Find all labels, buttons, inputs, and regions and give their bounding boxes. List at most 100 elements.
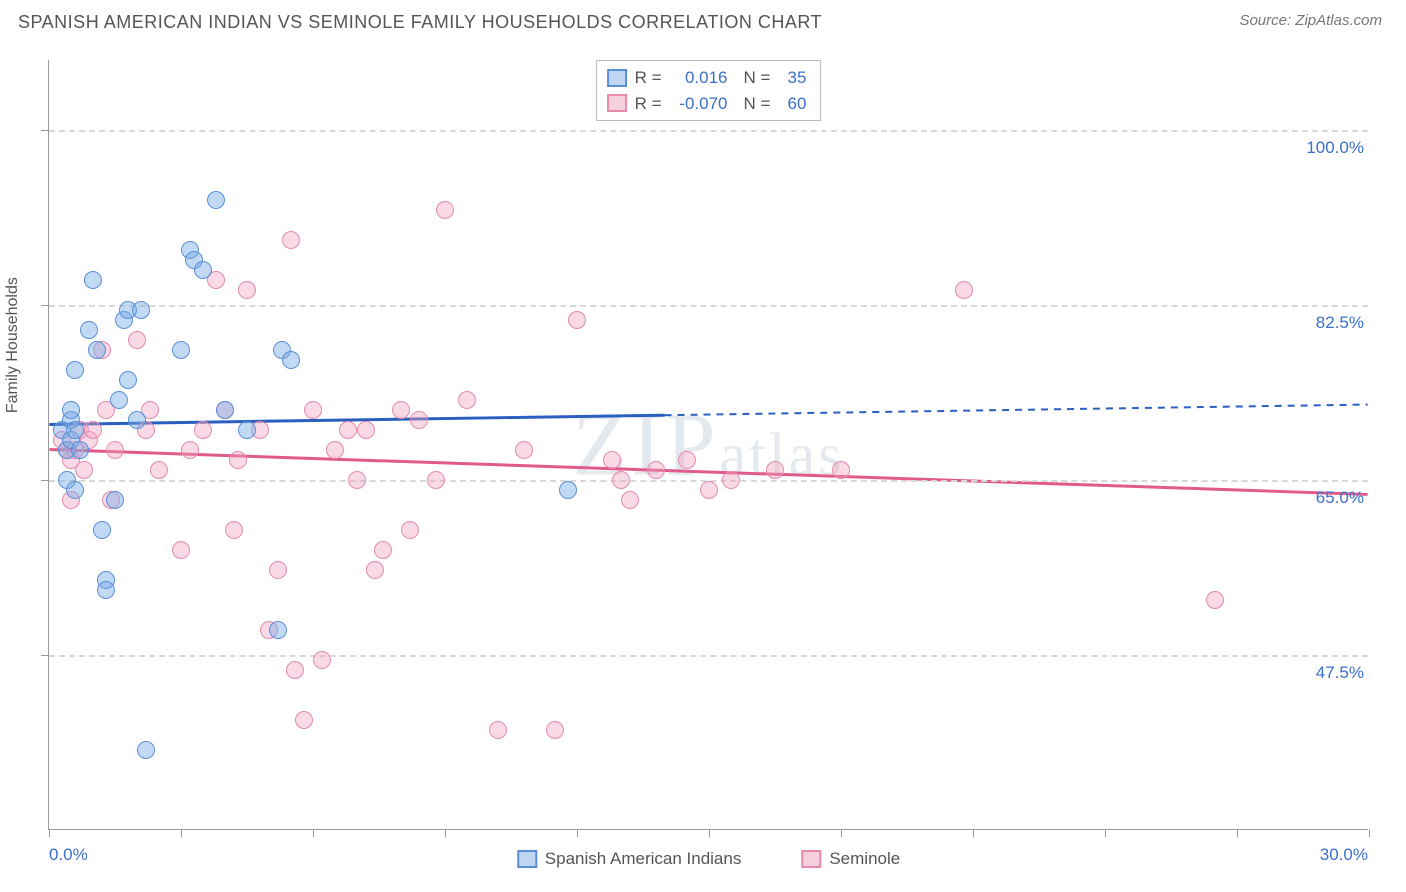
trend-lines-layer xyxy=(49,60,1368,829)
scatter-point xyxy=(392,401,410,419)
r-value: 0.016 xyxy=(670,65,728,91)
series-legend: Spanish American Indians Seminole xyxy=(517,849,900,869)
scatter-point xyxy=(216,401,234,419)
scatter-point xyxy=(172,541,190,559)
scatter-point xyxy=(93,521,111,539)
scatter-point xyxy=(282,351,300,369)
scatter-point xyxy=(955,281,973,299)
gridline xyxy=(49,305,1368,307)
scatter-point xyxy=(132,301,150,319)
scatter-point xyxy=(410,411,428,429)
scatter-point xyxy=(304,401,322,419)
scatter-point xyxy=(647,461,665,479)
scatter-point xyxy=(612,471,630,489)
n-value: 35 xyxy=(778,65,806,91)
legend-label: Spanish American Indians xyxy=(545,849,742,869)
scatter-point xyxy=(194,261,212,279)
gridline xyxy=(49,655,1368,657)
scatter-point xyxy=(225,521,243,539)
scatter-point xyxy=(150,461,168,479)
y-tick-label: 82.5% xyxy=(1316,313,1372,333)
scatter-point xyxy=(80,321,98,339)
scatter-chart: Family Households ZIPatlas R =0.016N =35… xyxy=(48,60,1368,830)
scatter-point xyxy=(207,191,225,209)
n-label: N = xyxy=(744,91,771,117)
legend-label: Seminole xyxy=(829,849,900,869)
scatter-point xyxy=(128,411,146,429)
scatter-point xyxy=(62,401,80,419)
scatter-point xyxy=(559,481,577,499)
scatter-point xyxy=(229,451,247,469)
scatter-point xyxy=(71,441,89,459)
scatter-point xyxy=(357,421,375,439)
scatter-point xyxy=(515,441,533,459)
x-tick xyxy=(313,829,314,837)
scatter-point xyxy=(137,741,155,759)
legend-swatch xyxy=(801,850,821,868)
x-tick xyxy=(577,829,578,837)
scatter-point xyxy=(106,441,124,459)
scatter-point xyxy=(621,491,639,509)
scatter-point xyxy=(66,421,84,439)
scatter-point xyxy=(238,421,256,439)
scatter-point xyxy=(603,451,621,469)
y-tick-label: 65.0% xyxy=(1316,488,1372,508)
x-tick xyxy=(49,829,50,837)
scatter-point xyxy=(722,471,740,489)
scatter-point xyxy=(678,451,696,469)
scatter-point xyxy=(88,341,106,359)
x-axis-max-label: 30.0% xyxy=(1320,845,1368,865)
scatter-point xyxy=(119,371,137,389)
scatter-point xyxy=(436,201,454,219)
trend-line-dashed xyxy=(665,405,1368,416)
r-value: -0.070 xyxy=(670,91,728,117)
x-tick xyxy=(1237,829,1238,837)
r-label: R = xyxy=(635,65,662,91)
scatter-point xyxy=(295,711,313,729)
legend-item: Seminole xyxy=(801,849,900,869)
scatter-point xyxy=(401,521,419,539)
stats-legend-row: R = -0.070 N = 60 xyxy=(607,91,807,117)
stats-legend-row: R = 0.016 N = 35 xyxy=(607,65,807,91)
x-axis-min-label: 0.0% xyxy=(49,845,88,865)
scatter-point xyxy=(568,311,586,329)
scatter-point xyxy=(172,341,190,359)
x-tick xyxy=(181,829,182,837)
scatter-point xyxy=(110,391,128,409)
x-tick xyxy=(445,829,446,837)
scatter-point xyxy=(269,561,287,579)
chart-title: SPANISH AMERICAN INDIAN VS SEMINOLE FAMI… xyxy=(18,12,822,33)
r-label: R = xyxy=(635,91,662,117)
gridline xyxy=(49,130,1368,132)
scatter-point xyxy=(766,461,784,479)
n-label: N = xyxy=(744,65,771,91)
scatter-point xyxy=(75,461,93,479)
scatter-point xyxy=(348,471,366,489)
scatter-point xyxy=(546,721,564,739)
scatter-point xyxy=(84,421,102,439)
scatter-point xyxy=(66,481,84,499)
scatter-point xyxy=(313,651,331,669)
y-tick-label: 100.0% xyxy=(1306,138,1372,158)
scatter-point xyxy=(700,481,718,499)
scatter-point xyxy=(282,231,300,249)
scatter-point xyxy=(458,391,476,409)
legend-swatch xyxy=(607,94,627,112)
n-value: 60 xyxy=(778,91,806,117)
scatter-point xyxy=(489,721,507,739)
scatter-point xyxy=(66,361,84,379)
y-axis-label: Family Households xyxy=(4,277,22,413)
scatter-point xyxy=(366,561,384,579)
scatter-point xyxy=(339,421,357,439)
scatter-point xyxy=(326,441,344,459)
x-tick xyxy=(1105,829,1106,837)
legend-swatch xyxy=(517,850,537,868)
scatter-point xyxy=(286,661,304,679)
x-tick xyxy=(973,829,974,837)
source-attribution: Source: ZipAtlas.com xyxy=(1239,12,1382,33)
scatter-point xyxy=(128,331,146,349)
scatter-point xyxy=(194,421,212,439)
scatter-point xyxy=(97,581,115,599)
scatter-point xyxy=(1206,591,1224,609)
scatter-point xyxy=(106,491,124,509)
